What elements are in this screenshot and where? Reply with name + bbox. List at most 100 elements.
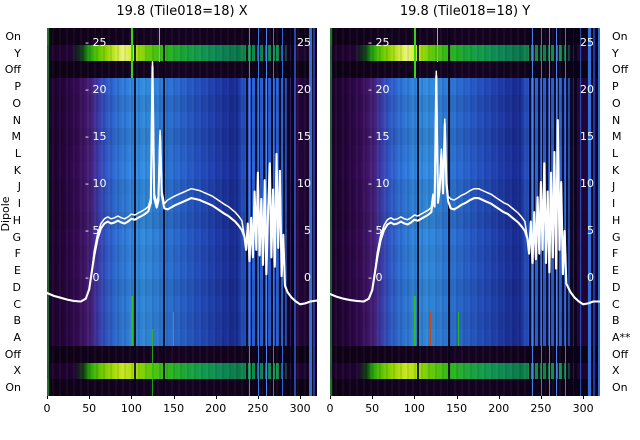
x-tick-label: 100 [403, 402, 425, 415]
rfi-stripe [291, 28, 294, 396]
rfi-stripe [574, 28, 577, 396]
dipole-row-label: O [12, 96, 21, 110]
rfi-stripe [248, 28, 251, 396]
rfi-stripe [134, 28, 136, 396]
dipole-row-label: I [612, 197, 616, 211]
rfi-stripe [308, 28, 312, 396]
rfi-stripe [330, 28, 332, 396]
inner-ytick-left: - 15 [85, 130, 107, 143]
rfi-stripe [151, 329, 153, 396]
x-tick-mark [131, 396, 133, 399]
rfi-stripe [250, 28, 253, 396]
rfi-stripe [458, 312, 460, 346]
inner-ytick-right: 25 [580, 36, 594, 49]
rfi-stripe [294, 28, 296, 396]
x-tick-mark [89, 396, 91, 399]
inner-ytick-left: - 5 [85, 224, 100, 237]
rfi-stripe [588, 28, 592, 396]
dipole-row-label: K [13, 163, 21, 177]
dipole-row-label: L [612, 147, 619, 160]
x-tick-label: 50 [82, 402, 97, 415]
inner-ytick-left: - 15 [368, 130, 390, 143]
inner-ytick-right: 10 [580, 177, 594, 190]
rfi-stripe [414, 28, 416, 79]
overlay-line-plot [330, 70, 600, 306]
dipole-row-label: D [12, 280, 21, 294]
dipole-row-label: Off [4, 63, 21, 77]
rfi-stripe [47, 28, 49, 396]
inner-ytick-right: 5 [587, 224, 594, 237]
rfi-stripe [561, 28, 565, 396]
overlay-line-plot [47, 61, 317, 306]
rfi-stripe [579, 28, 582, 396]
x-tick-mark [330, 396, 331, 399]
heatmap-panel-x: - 25 25 - 20 20 - 15 15 - 10 10 - 5 5 - 0 0 [47, 28, 317, 396]
dipole-row-label: Y [14, 46, 21, 60]
rfi-stripe [593, 28, 595, 396]
dipole-row-label: M [612, 130, 622, 144]
inner-ytick-right: 0 [587, 271, 594, 284]
dipole-row-label: A** [612, 331, 631, 344]
x-tick-mark [372, 396, 374, 399]
inner-ytick-left: - 0 [85, 271, 100, 284]
rfi-stripe [529, 28, 532, 396]
inner-ytick-left: - 5 [368, 224, 383, 237]
heatmap-panel-y: - 25 25 - 20 20 - 15 15 - 10 10 - 5 5 - 0 0 [330, 28, 600, 396]
dipole-row-label: F [14, 247, 21, 261]
x-tick-label: 0 [43, 402, 51, 415]
dipole-row-label: X [13, 364, 21, 378]
rfi-stripe [437, 28, 439, 62]
rfi-stripe [597, 28, 600, 396]
x-tick-mark [414, 396, 416, 399]
dipole-row-label: H [12, 213, 21, 227]
dipole-row-label: Off [612, 347, 629, 361]
row-labels-left: On Y Off P O N M L K J I H G F E D C B A Off X On [0, 0, 21, 440]
rfi-stripe [417, 28, 419, 396]
dipole-row-label: K [612, 163, 620, 177]
dipole-row-label: E [14, 264, 21, 277]
rfi-stripe [313, 28, 315, 396]
x-tick-mark [257, 396, 259, 399]
dipole-row-label: O [612, 96, 621, 110]
inner-ytick-left: - 20 [85, 83, 107, 96]
dipole-row-label: On [612, 381, 628, 395]
dipole-row-label: D [612, 280, 621, 294]
rfi-stripe [531, 28, 534, 396]
panel-x-title: 19.8 (Tile018=18) X [116, 4, 248, 19]
x-tick-label: 300 [572, 402, 594, 415]
rfi-stripe [158, 28, 161, 62]
x-tick-label: 200 [488, 402, 510, 415]
rfi-stripe [414, 295, 416, 346]
dipole-row-label: A [13, 331, 21, 344]
rfi-stripe [286, 28, 290, 396]
rfi-stripe [282, 28, 284, 396]
inner-ytick-left: - 0 [368, 271, 383, 284]
x-tick-mark [300, 396, 302, 399]
rfi-stripe [283, 28, 285, 396]
dipole-row-label: J [17, 180, 21, 194]
dipole-row-label: G [12, 230, 21, 244]
x-axis-ticks-y: 0 50 100 150 200 250 300 [327, 396, 600, 422]
rfi-stripe [548, 28, 550, 396]
x-tick-mark [173, 396, 175, 399]
rfi-stripe [131, 295, 133, 346]
x-tick-label: 50 [365, 402, 380, 415]
x-axis-ticks-x: 0 50 100 150 200 250 300 [44, 396, 317, 422]
dipole-row-label: L [14, 147, 21, 160]
inner-ytick-left: - 25 [85, 36, 107, 49]
rfi-stripe [131, 28, 133, 79]
rfi-stripe [569, 28, 573, 396]
dipole-row-label: I [17, 197, 21, 211]
dipole-row-label: B [612, 314, 620, 328]
dipole-row-label: C [13, 297, 21, 311]
x-tick-label: 200 [205, 402, 227, 415]
inner-ytick-right: 20 [580, 83, 594, 96]
x-tick-label: 0 [326, 402, 334, 415]
dipole-row-label: C [612, 297, 620, 311]
dipole-row-label: H [612, 213, 621, 227]
dipole-row-label: P [612, 80, 619, 93]
dipole-row-label: Y [612, 46, 619, 60]
inner-ytick-left: - 25 [368, 36, 390, 49]
dipole-row-label: G [612, 230, 621, 244]
